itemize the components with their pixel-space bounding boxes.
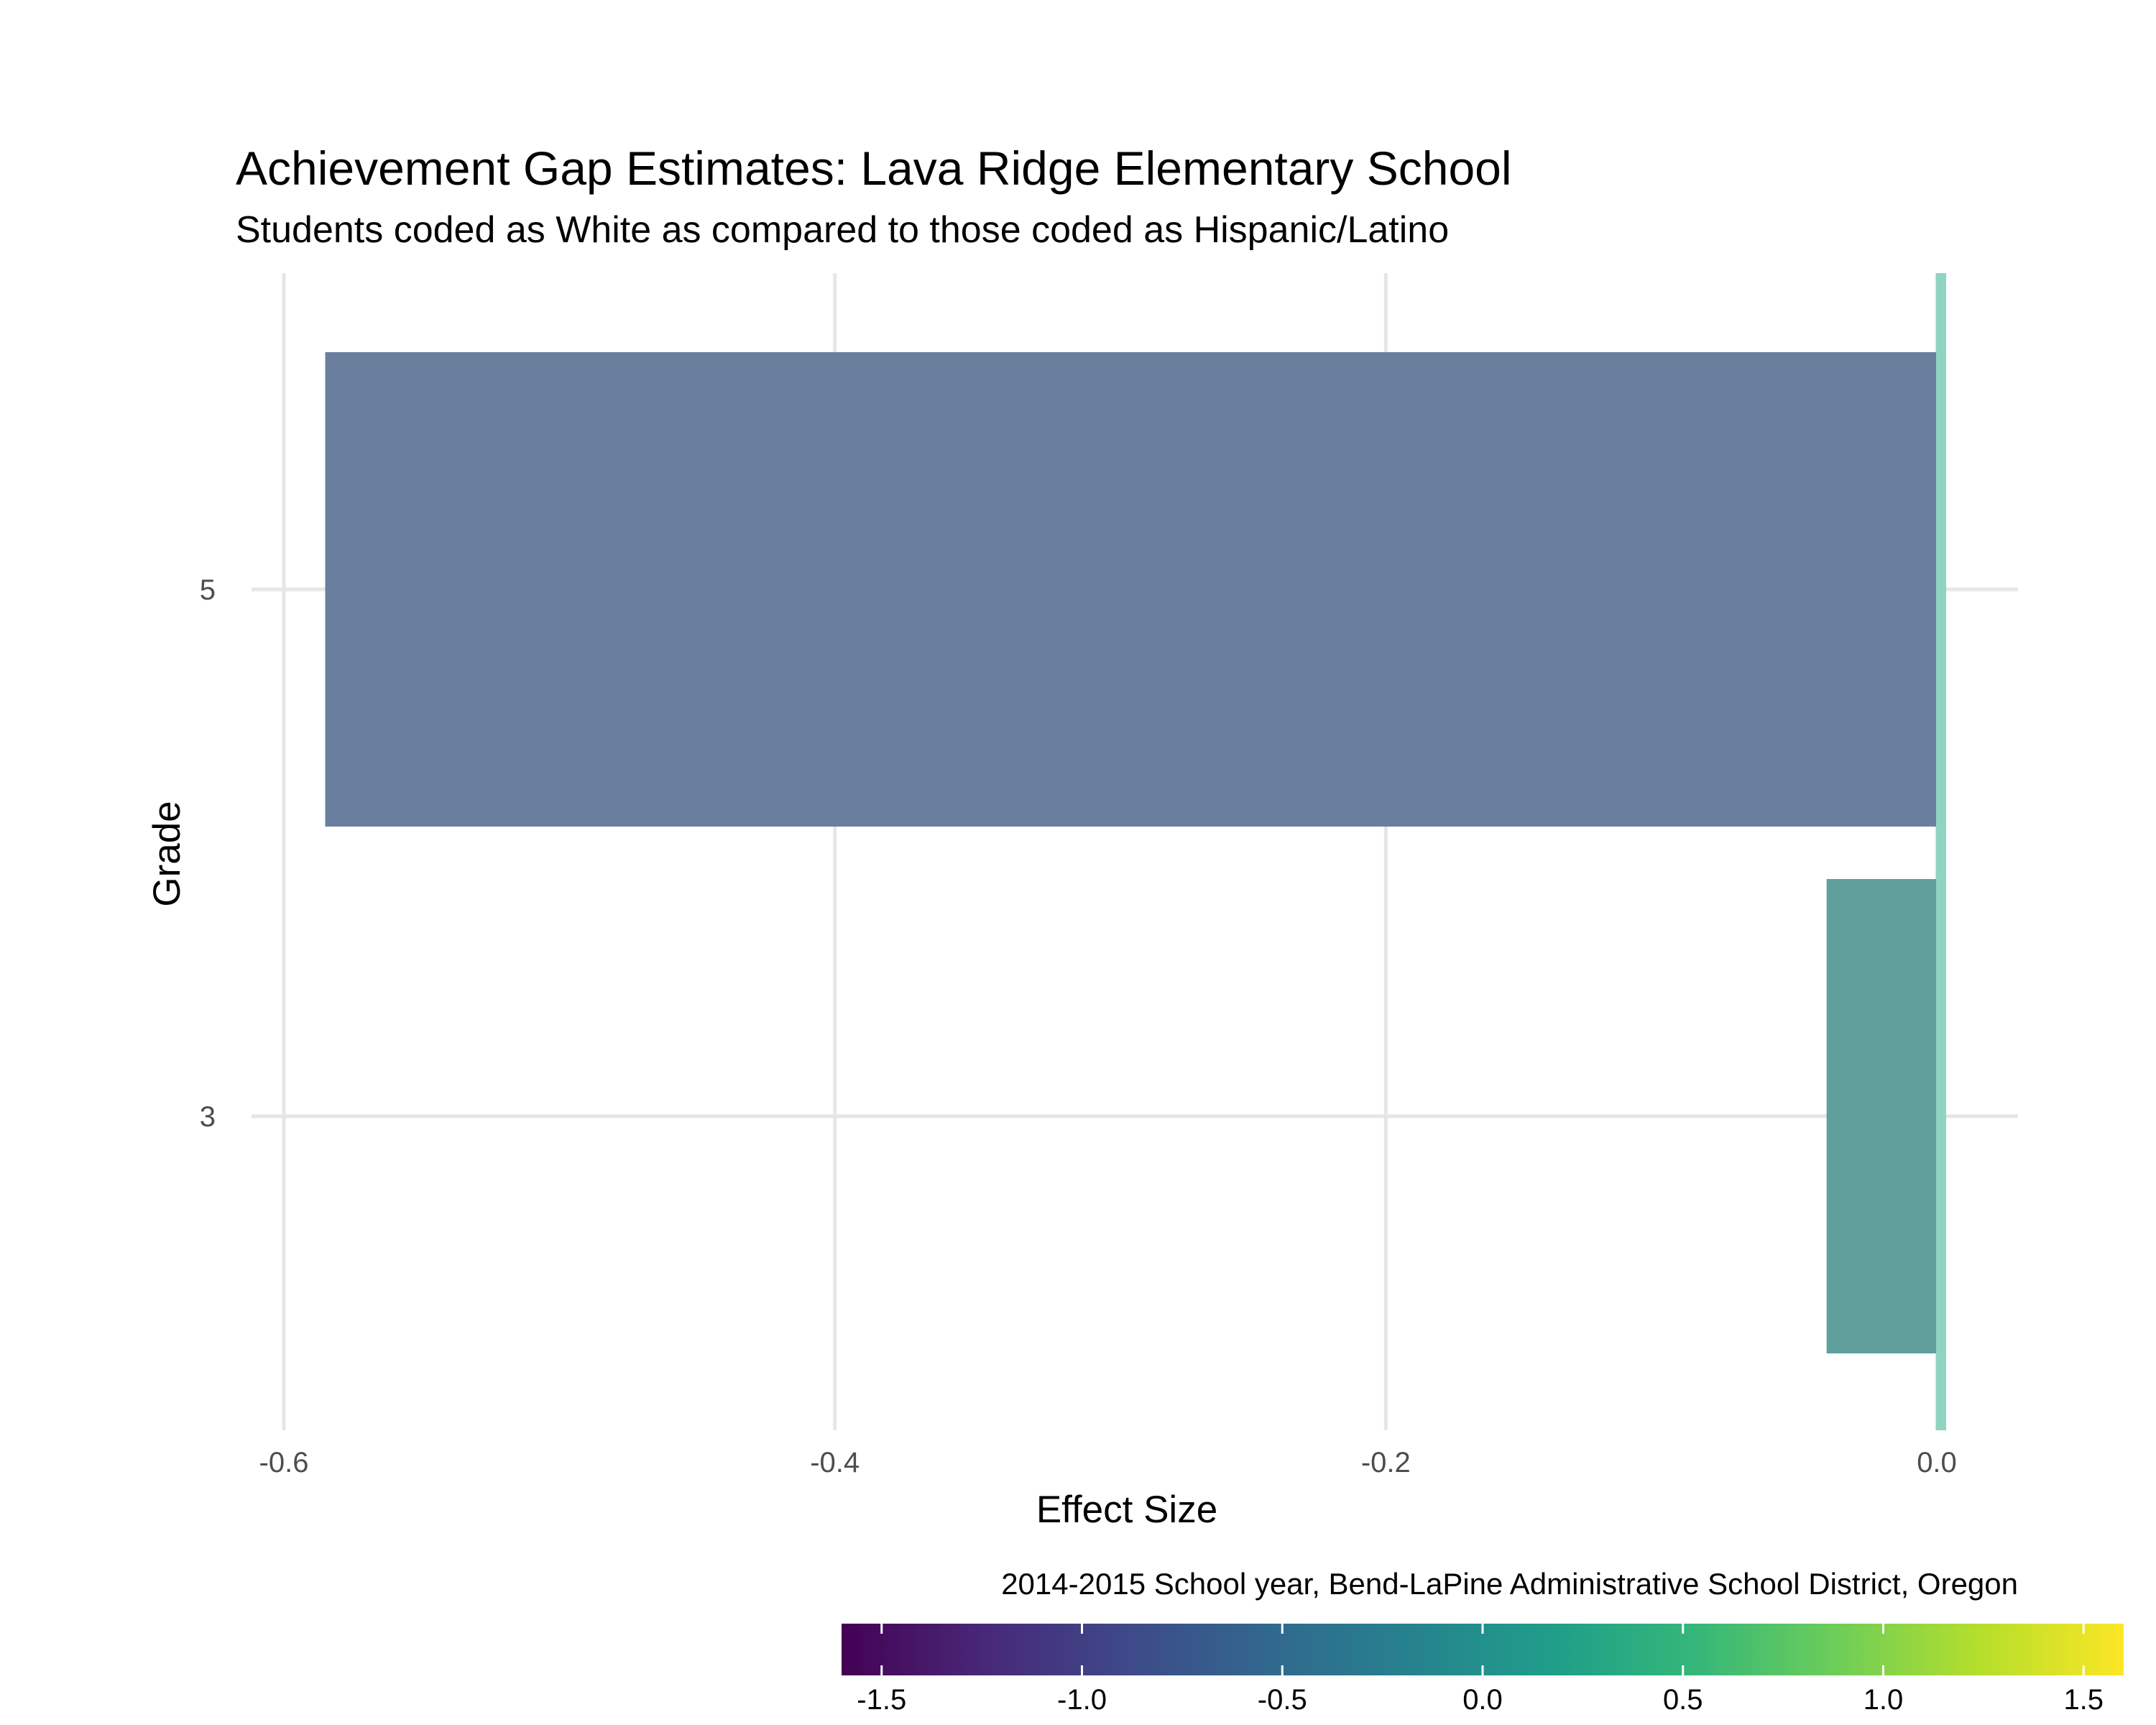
colorbar-tick-label: -0.5 (1258, 1684, 1307, 1716)
y-tick-labels: 35 (200, 574, 216, 1133)
bar-grade-5 (325, 352, 1937, 827)
x-tick-label: -0.4 (810, 1447, 860, 1478)
bar-grade-3 (1826, 879, 1937, 1353)
colorbar-tick-label: 1.0 (1864, 1684, 1904, 1716)
chart-title: Achievement Gap Estimates: Lava Ridge El… (236, 142, 1512, 195)
colorbar-tick-label: 0.0 (1462, 1684, 1503, 1716)
colorbar-legend: -1.5 -1.0 -0.5 0.0 0.5 1.0 1.5 (842, 1624, 2124, 1716)
y-tick-label: 5 (200, 574, 216, 606)
chart-subtitle: Students coded as White as compared to t… (236, 209, 1449, 251)
x-tick-label: -0.6 (259, 1447, 309, 1478)
colorbar-tick-label: 1.5 (2063, 1684, 2104, 1716)
chart-caption: 2014-2015 School year, Bend-LaPine Admin… (1001, 1567, 2018, 1601)
y-axis-title: Grade (146, 801, 188, 906)
bars-layer (325, 352, 1937, 1353)
x-axis-title: Effect Size (1036, 1489, 1217, 1531)
x-tick-label: 0.0 (1917, 1447, 1957, 1478)
colorbar-tick-label: -1.0 (1057, 1684, 1107, 1716)
x-tick-labels: -0.6 -0.4 -0.2 0.0 (259, 1447, 1957, 1478)
colorbar-tick-label: 0.5 (1663, 1684, 1703, 1716)
colorbar-tick-label: -1.5 (857, 1684, 906, 1716)
y-tick-label: 3 (200, 1101, 216, 1133)
x-tick-label: -0.2 (1361, 1447, 1411, 1478)
